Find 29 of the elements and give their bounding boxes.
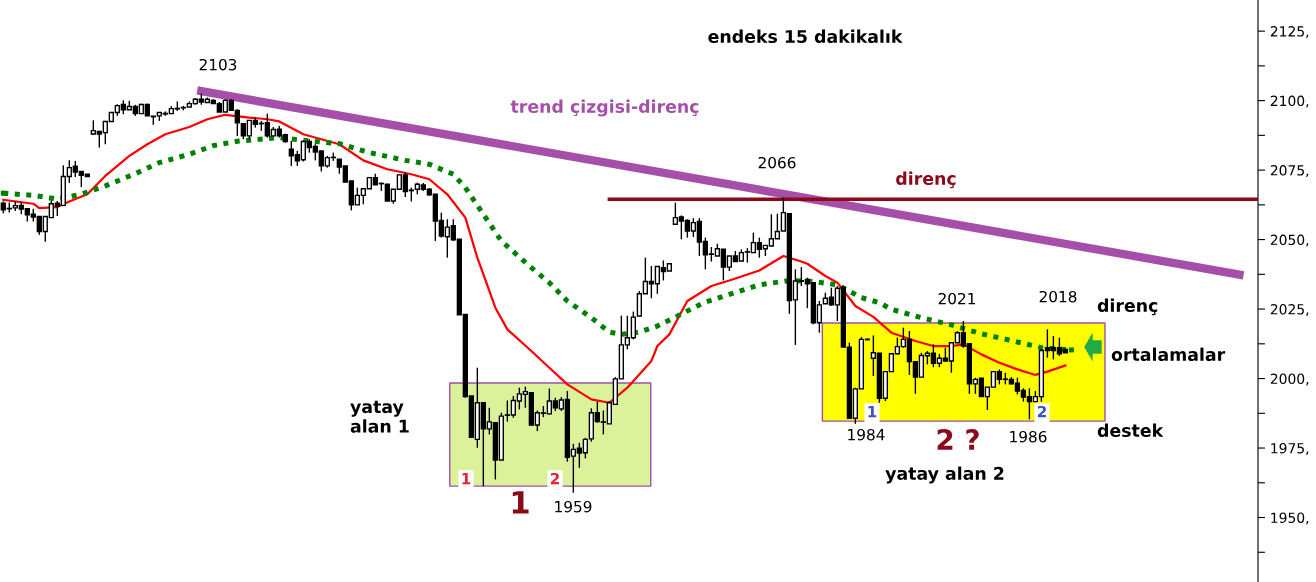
annotation: ortalamalar: [1111, 347, 1226, 362]
annotation: 1984: [848, 428, 885, 441]
annotation: 2 ?: [937, 429, 979, 450]
y-tick-label: 2050,: [1270, 234, 1309, 247]
annotation: 1: [462, 473, 471, 485]
y-tick-label: 1975,: [1271, 443, 1309, 455]
y-tick-label: 2075,: [1270, 165, 1309, 177]
annotation: 1: [512, 491, 529, 514]
y-tick-label: 1950,: [1271, 512, 1309, 525]
annotation: 2021: [938, 292, 976, 305]
y-tick-label: 2125,: [1270, 26, 1309, 39]
annotation: 2: [550, 472, 559, 485]
annotation: trend çizgisi-direnç: [510, 99, 699, 117]
annotation: 1: [868, 406, 877, 418]
annotation: 2103: [199, 58, 237, 71]
y-tick-label: 2000,: [1270, 373, 1309, 386]
annotation: 2: [1037, 405, 1046, 418]
annotation: destek: [1097, 423, 1164, 438]
annotation: yatay alan 1: [350, 400, 409, 433]
text: endeks 15 dakikalık: [708, 29, 903, 44]
annotation: direnç: [896, 171, 956, 189]
y-tick-label: 2100,: [1270, 95, 1309, 108]
annotation: 1986: [1010, 430, 1047, 443]
annotation: 2018: [1039, 290, 1077, 303]
y-tick-label: 2025,: [1270, 304, 1309, 316]
annotation: 2066: [758, 156, 796, 169]
annotation: 1959: [555, 500, 592, 513]
annotation: yatay alan 2: [885, 466, 1004, 484]
annotation: direnç: [1097, 298, 1158, 316]
